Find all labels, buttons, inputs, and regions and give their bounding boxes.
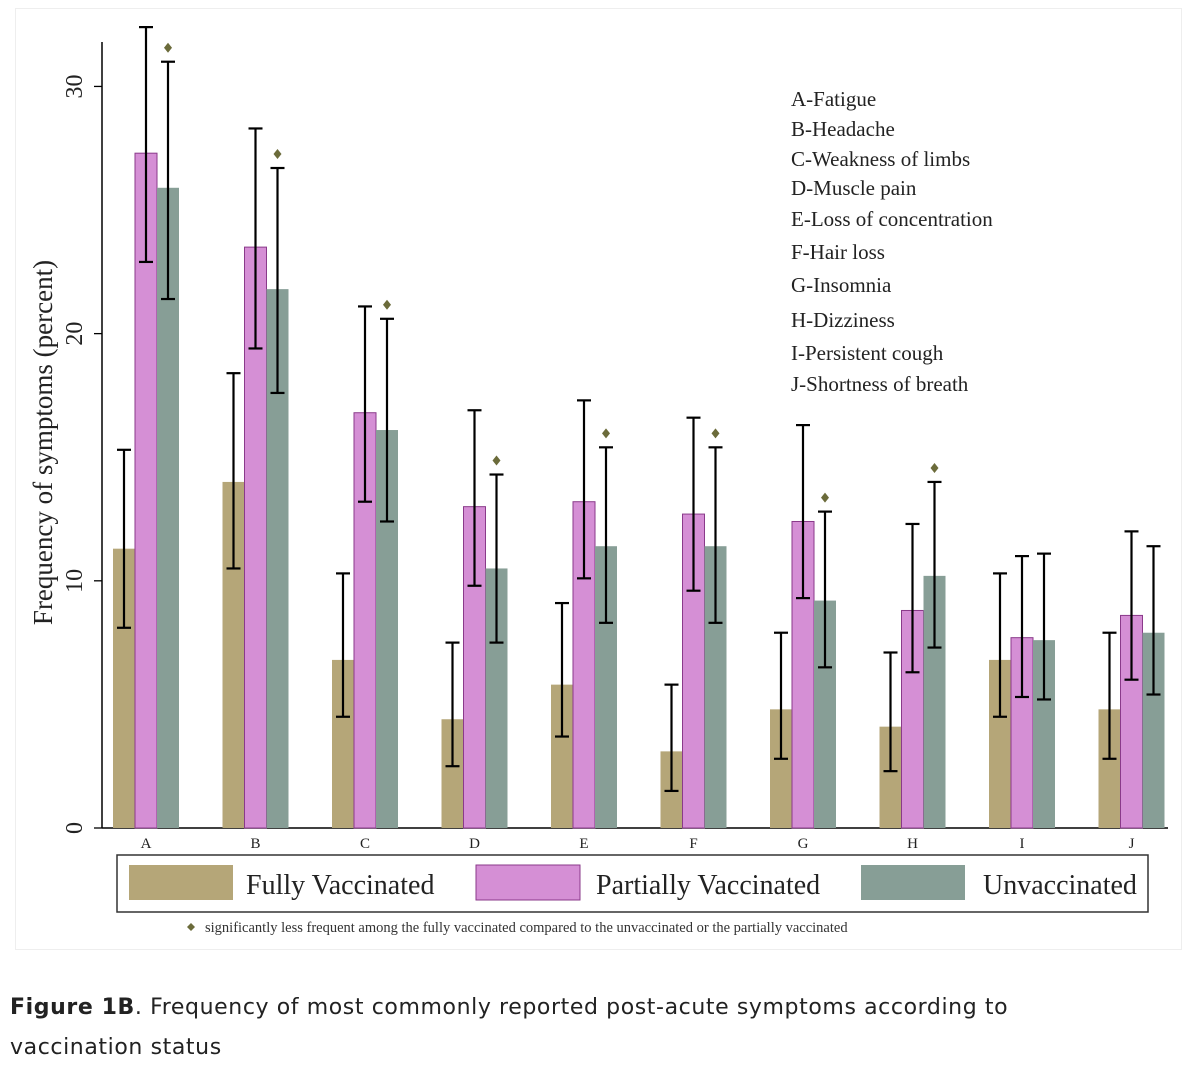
- bar-i-unvaccinated: [1033, 640, 1055, 828]
- category-key-item: J-Shortness of breath: [791, 372, 969, 396]
- category-key-item: G-Insomnia: [791, 273, 892, 297]
- bar-g-fully-vaccinated: [770, 709, 792, 828]
- significance-marker: [821, 492, 829, 503]
- significance-marker: [383, 299, 391, 310]
- bar-b-unvaccinated: [266, 289, 289, 829]
- x-tick-label-j: J: [1129, 836, 1135, 852]
- category-key-item: F-Hair loss: [791, 240, 885, 264]
- bar-d-fully-vaccinated: [441, 719, 464, 828]
- category-key-item: B-Headache: [791, 117, 895, 141]
- bar-e-fully-vaccinated: [551, 684, 573, 828]
- y-tick-label: 10: [62, 569, 88, 593]
- footnote-text: significantly less frequent among the fu…: [205, 920, 848, 936]
- x-tick-label-b: B: [250, 836, 260, 852]
- bar-e-unvaccinated: [595, 546, 617, 828]
- x-tick-label-a: A: [141, 836, 152, 852]
- significance-marker: [273, 149, 282, 160]
- bar-c-unvaccinated: [376, 430, 398, 828]
- y-axis-title: Frequency of symptoms (percent): [28, 260, 58, 625]
- bar-a-fully-vaccinated: [113, 548, 135, 828]
- bar-j-unvaccinated: [1142, 632, 1165, 828]
- bar-g-unvaccinated: [814, 600, 836, 828]
- category-key-item: D-Muscle pain: [791, 176, 917, 200]
- y-tick-label: 0: [62, 822, 88, 834]
- legend-label-unvaccinated: Unvaccinated: [983, 870, 1137, 901]
- category-key-item: E-Loss of concentration: [791, 207, 993, 231]
- figure-caption: Figure 1B. Frequency of most commonly re…: [10, 988, 1110, 1068]
- x-tick-label-e: E: [579, 836, 588, 852]
- legend-swatch-unvaccinated: [861, 865, 965, 900]
- category-key-item: A-Fatigue: [791, 87, 876, 111]
- bar-chart: 0 10 20 30 Frequency of symptoms (percent) A B…: [28, 26, 1168, 936]
- category-key-item: C-Weakness of limbs: [791, 147, 970, 171]
- legend-swatch-partially-vaccinated: [475, 864, 581, 901]
- x-tick-label-h: H: [907, 836, 918, 852]
- bar-a-unvaccinated: [157, 187, 179, 829]
- legend-swatch-fully-vaccinated: [129, 865, 233, 900]
- bar-h-unvaccinated: [923, 575, 946, 828]
- significance-marker: [930, 462, 939, 473]
- x-tick-label-f: F: [689, 836, 697, 852]
- figure-panel: 0 10 20 30 Frequency of symptoms (percent) A B…: [15, 8, 1182, 950]
- bar-f-unvaccinated: [704, 546, 727, 828]
- bar-i-fully-vaccinated: [989, 659, 1011, 828]
- category-key-item: H-Dizziness: [791, 308, 895, 332]
- x-tick-label-i: I: [1020, 836, 1025, 852]
- bar-d-unvaccinated: [485, 568, 508, 828]
- bar-c-fully-vaccinated: [332, 659, 354, 828]
- caption-label: Figure 1B: [10, 995, 135, 1020]
- bar-j-fully-vaccinated: [1098, 709, 1121, 828]
- legend-box: [116, 854, 1149, 913]
- x-tick-label-d: D: [469, 836, 480, 852]
- significance-marker: [711, 428, 720, 439]
- significance-marker: [164, 42, 172, 53]
- y-tick-label: 30: [62, 74, 88, 98]
- y-tick-label: 20: [62, 322, 88, 346]
- x-tick-label-c: C: [360, 836, 370, 852]
- category-key-item: I-Persistent cough: [791, 341, 944, 365]
- footnote-marker: [187, 923, 195, 931]
- bar-h-fully-vaccinated: [879, 726, 902, 828]
- x-tick-label-g: G: [798, 836, 809, 852]
- legend-label-fully-vaccinated: Fully Vaccinated: [246, 870, 434, 901]
- legend-label-partially-vaccinated: Partially Vaccinated: [596, 870, 820, 901]
- significance-marker: [602, 428, 610, 439]
- significance-marker: [492, 455, 501, 466]
- caption-text: . Frequency of most commonly reported po…: [10, 995, 1009, 1060]
